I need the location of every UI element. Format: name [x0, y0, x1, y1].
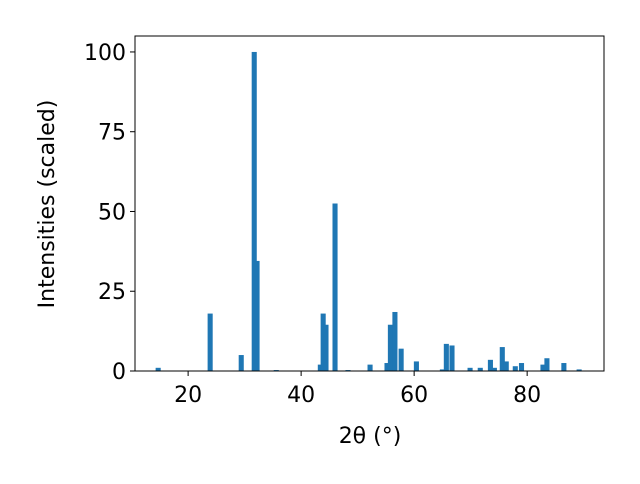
y-tick-label: 25: [98, 280, 126, 305]
bar: [238, 355, 244, 371]
bar: [367, 364, 373, 371]
bar: [576, 369, 582, 371]
bar: [540, 364, 546, 371]
bar: [503, 361, 509, 371]
bar: [384, 363, 390, 371]
bar: [467, 367, 473, 371]
y-tick-label: 75: [98, 121, 126, 146]
plot-frame: [134, 35, 605, 372]
x-axis-label: 2θ (°): [339, 424, 402, 449]
bar: [477, 367, 483, 371]
bar: [323, 324, 329, 371]
bar: [254, 260, 260, 371]
x-tick-label: 40: [287, 383, 315, 408]
bar: [491, 367, 497, 371]
bar: [518, 363, 525, 371]
y-tick-label: 100: [84, 41, 126, 66]
y-tick-label: 50: [98, 200, 126, 225]
bar: [413, 361, 419, 371]
bar: [512, 366, 518, 371]
bar: [398, 348, 404, 371]
bar: [443, 343, 449, 371]
bar: [544, 358, 550, 371]
bar: [439, 369, 445, 371]
x-tick-label: 80: [513, 383, 541, 408]
bar: [449, 345, 455, 371]
bar: [251, 51, 257, 371]
x-tick-label: 60: [400, 383, 428, 408]
y-axis-label: Intensities (scaled): [35, 100, 60, 309]
bar: [499, 347, 505, 371]
bar: [487, 359, 493, 371]
x-tick-label: 20: [174, 383, 202, 408]
bar: [317, 364, 323, 371]
bar: [392, 311, 398, 371]
y-tick-label: 0: [112, 360, 126, 385]
bar: [155, 367, 161, 371]
bar: [320, 313, 326, 371]
bar: [332, 203, 338, 371]
bar: [387, 324, 393, 371]
bar: [561, 363, 567, 371]
bar: [207, 313, 213, 371]
